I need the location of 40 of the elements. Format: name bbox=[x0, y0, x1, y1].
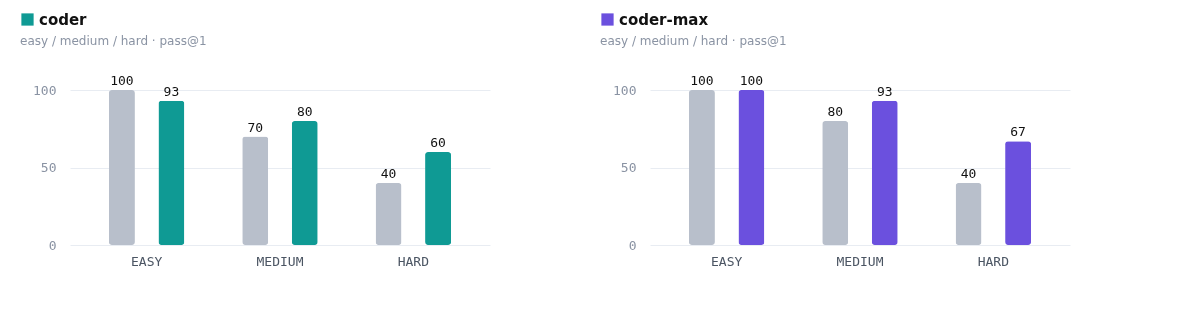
data-label: 40 bbox=[380, 166, 397, 181]
bar bbox=[738, 90, 765, 245]
y-tick-label: 100 bbox=[33, 82, 57, 98]
data-label: 80 bbox=[827, 104, 844, 119]
y-tick-label: 100 bbox=[613, 82, 637, 98]
x-tick-label: HARD bbox=[977, 253, 1010, 269]
bar bbox=[291, 121, 318, 245]
x-tick-label: MEDIUM bbox=[836, 253, 884, 269]
x-tick-label: MEDIUM bbox=[256, 253, 304, 269]
data-label: 67 bbox=[1010, 124, 1026, 140]
y-tick-label: 50 bbox=[620, 160, 637, 175]
data-label: 100 bbox=[739, 73, 764, 88]
legend-label: coder bbox=[39, 10, 88, 29]
y-tick-label: 0 bbox=[628, 237, 637, 253]
legend-label: coder-max bbox=[619, 10, 709, 29]
bar bbox=[1005, 141, 1032, 245]
x-tick-label: HARD bbox=[397, 253, 430, 269]
bar bbox=[688, 90, 715, 245]
data-label: 100 bbox=[690, 73, 714, 88]
bar bbox=[871, 100, 898, 245]
data-label: 100 bbox=[110, 73, 134, 88]
chart-subtitle: easy / medium / hard · pass@1 bbox=[20, 34, 207, 48]
data-label: 60 bbox=[430, 135, 446, 150]
data-label: 80 bbox=[296, 104, 313, 119]
data-label: 93 bbox=[163, 83, 180, 99]
data-label: 93 bbox=[876, 83, 893, 99]
data-label: 70 bbox=[247, 119, 264, 135]
bar bbox=[425, 152, 452, 245]
bar bbox=[375, 183, 402, 245]
x-tick-label: EASY bbox=[711, 253, 743, 269]
y-tick-label: 0 bbox=[48, 237, 57, 253]
bar bbox=[158, 100, 185, 245]
y-tick-label: 50 bbox=[40, 160, 57, 175]
bar bbox=[242, 136, 269, 245]
x-tick-label: EASY bbox=[131, 253, 163, 269]
bar bbox=[955, 183, 982, 245]
chart-subtitle: easy / medium / hard · pass@1 bbox=[600, 34, 787, 48]
bar bbox=[108, 90, 135, 245]
data-label: 40 bbox=[960, 166, 977, 181]
bar bbox=[822, 121, 849, 245]
